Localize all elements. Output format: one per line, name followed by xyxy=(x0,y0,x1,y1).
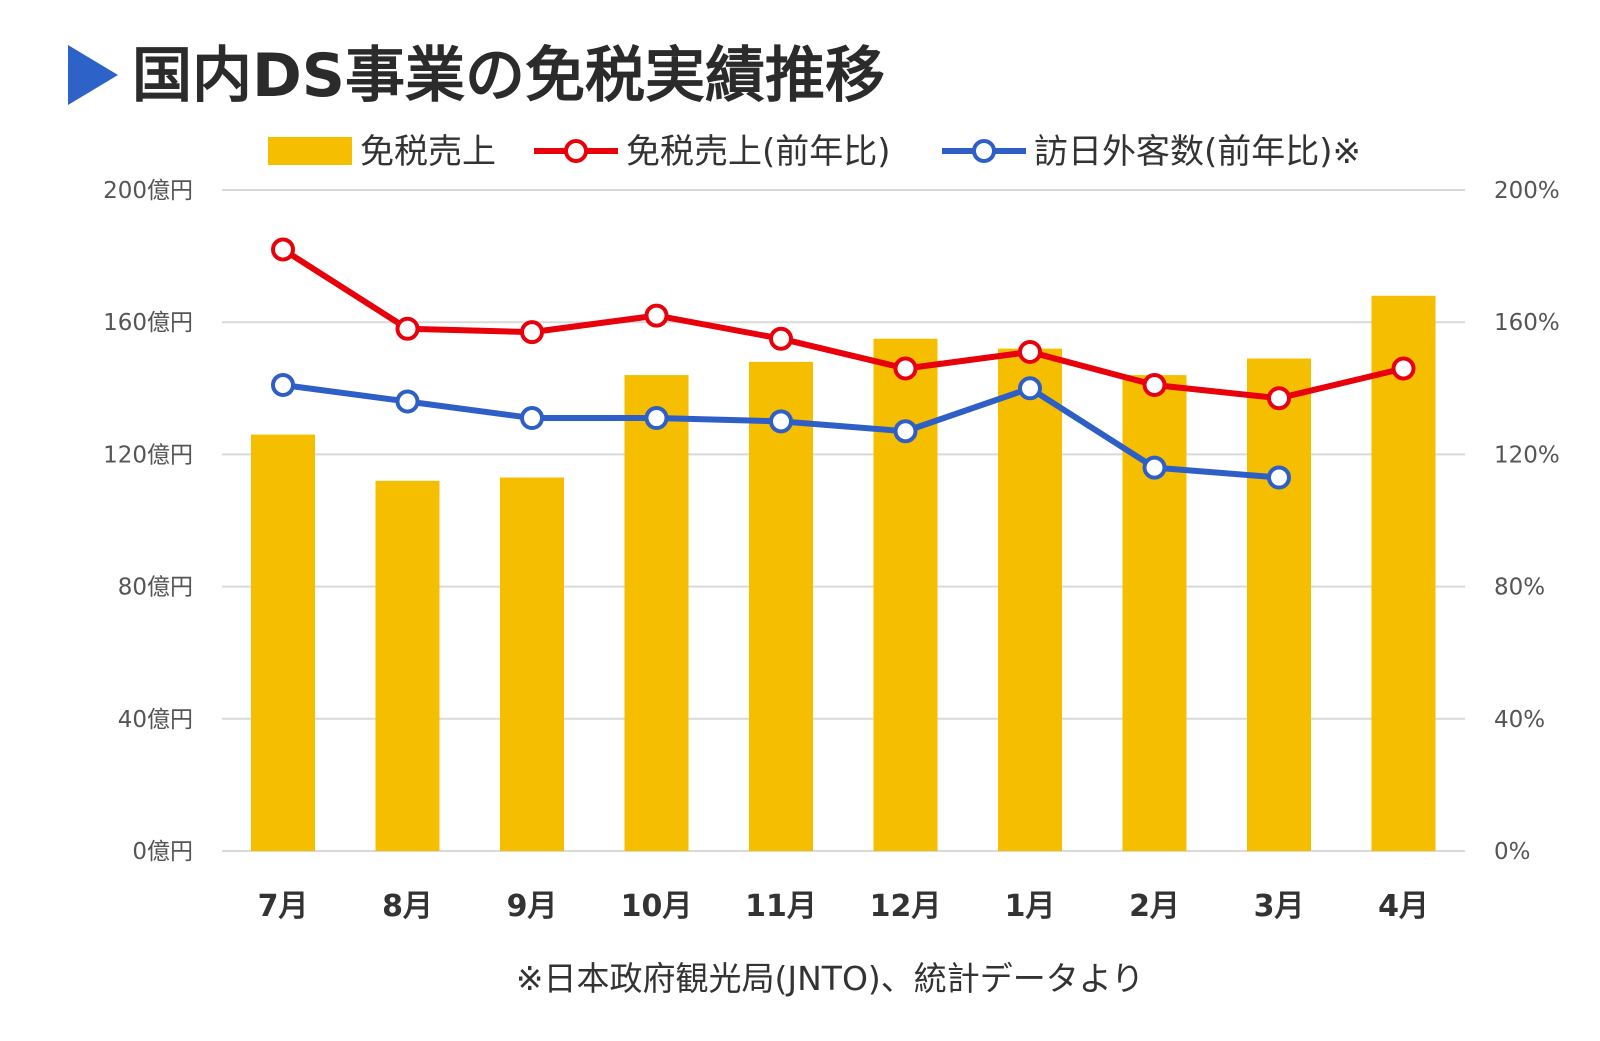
left-axis-ticks: 0億円 40億円 80億円 120億円 160億円 200億円 xyxy=(103,178,193,865)
red-line-marker xyxy=(520,320,544,345)
category-label: 11月 xyxy=(745,889,817,924)
red-line-marker xyxy=(1267,386,1291,411)
right-tick-label: 160% xyxy=(1494,310,1560,336)
x-axis-labels: 7月 8月 9月 10月 11月 12月 1月 2月 3月 4月 xyxy=(258,889,1429,924)
blue-line-marker xyxy=(644,406,669,431)
category-label: 9月 xyxy=(507,889,558,924)
left-tick-label: 120億円 xyxy=(103,442,193,468)
left-tick-label: 200億円 xyxy=(103,178,193,204)
bar xyxy=(1122,375,1187,851)
red-line-marker xyxy=(769,326,793,351)
legend-label-visitors-yoy: 訪日外客数(前年比)※ xyxy=(1034,132,1361,172)
red-line-path xyxy=(280,246,1407,402)
bar xyxy=(1371,295,1436,851)
blue-line-marker xyxy=(520,406,544,431)
legend-red-marker xyxy=(564,139,588,163)
chart-title: 国内DS事業の免税実績推移 xyxy=(132,41,885,111)
red-line-marker xyxy=(1391,356,1416,381)
bar xyxy=(998,348,1062,851)
category-label: 10月 xyxy=(621,889,693,924)
blue-line-marker xyxy=(893,419,918,444)
blue-line-marker xyxy=(1018,376,1042,401)
red-line-marker xyxy=(1142,372,1167,397)
bar xyxy=(624,375,689,851)
category-label: 8月 xyxy=(382,889,433,924)
line-series xyxy=(271,237,1416,490)
right-tick-label: 80% xyxy=(1494,575,1545,601)
category-label: 1月 xyxy=(1005,889,1056,924)
category-label: 4月 xyxy=(1378,889,1429,924)
legend-label-sales-yoy: 免税売上(前年比) xyxy=(626,132,891,172)
red-line-marker xyxy=(271,237,295,262)
right-tick-label: 200% xyxy=(1494,178,1560,204)
right-tick-label: 40% xyxy=(1494,707,1545,733)
left-tick-label: 80億円 xyxy=(118,575,193,601)
left-tick-label: 40億円 xyxy=(118,707,193,733)
bar xyxy=(500,477,564,851)
bar xyxy=(749,361,813,851)
right-tick-label: 0% xyxy=(1494,839,1531,865)
red-line-marker xyxy=(893,356,918,381)
blue-line-marker xyxy=(1267,465,1291,490)
category-label: 2月 xyxy=(1129,889,1180,924)
blue-line-marker xyxy=(395,389,420,414)
triangle-right-icon xyxy=(68,45,118,105)
legend-label-sales: 免税売上 xyxy=(360,132,496,172)
footnote: ※日本政府観光局(JNTO)、統計データより xyxy=(516,959,1144,998)
category-label: 3月 xyxy=(1254,889,1305,924)
category-label: 7月 xyxy=(258,889,309,924)
bar xyxy=(1247,358,1311,851)
bar xyxy=(251,434,315,851)
category-label: 12月 xyxy=(870,889,942,924)
blue-line-marker xyxy=(271,372,295,397)
blue-line-marker xyxy=(769,409,793,434)
legend: 免税売上 免税売上(前年比) 訪日外客数(前年比)※ xyxy=(268,132,1361,172)
left-tick-label: 160億円 xyxy=(103,310,193,336)
blue-line-marker xyxy=(1142,455,1167,480)
bar xyxy=(873,338,938,852)
red-line-marker xyxy=(1018,339,1042,364)
right-axis-ticks: 0% 40% 80% 120% 160% 200% xyxy=(1494,178,1560,865)
bar xyxy=(375,480,440,851)
legend-bar-swatch xyxy=(268,137,352,165)
red-line-marker xyxy=(644,303,669,328)
legend-blue-marker xyxy=(972,139,996,163)
bar-series xyxy=(251,295,1436,852)
left-tick-label: 0億円 xyxy=(132,839,193,865)
red-line-marker xyxy=(395,316,420,341)
right-tick-label: 120% xyxy=(1494,442,1560,468)
